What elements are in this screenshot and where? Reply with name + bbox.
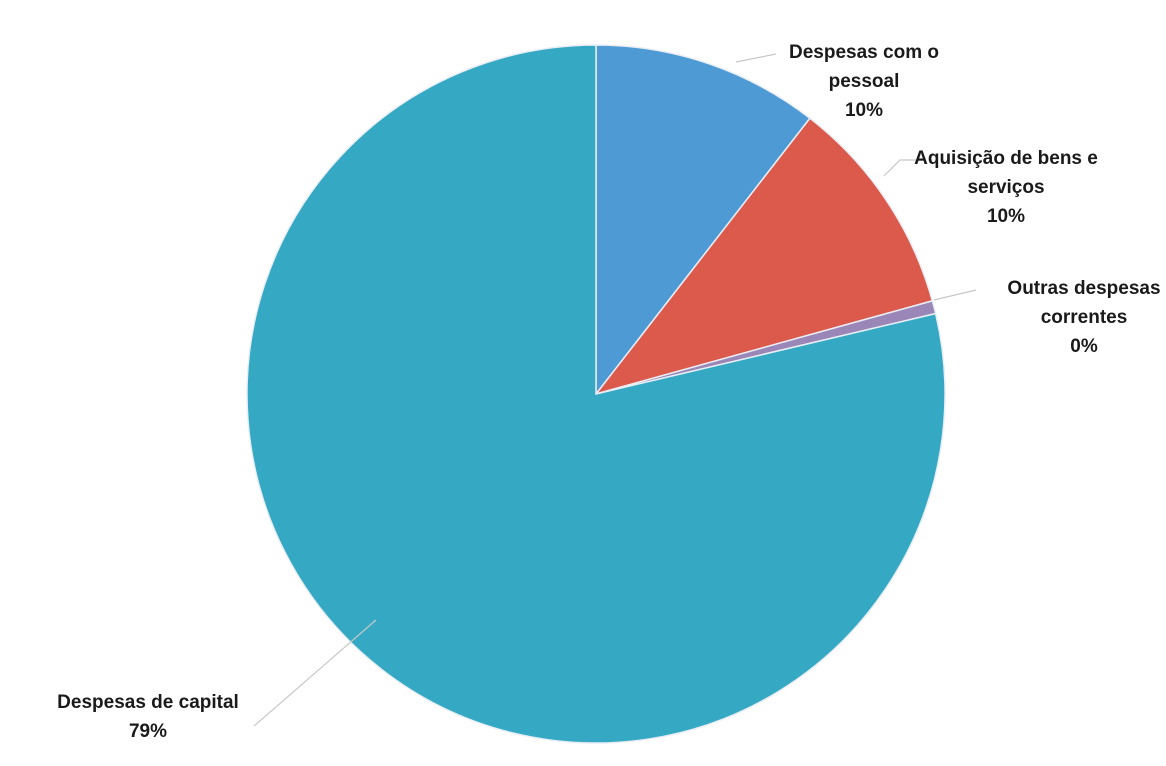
pie-slice (595, 44, 811, 397)
data-label-percent: 10% (987, 206, 1025, 227)
data-label-category: Outras despesas (1007, 278, 1160, 299)
data-labels-layer: Despesas com o pessoal 10%Aquisição de ben… (57, 42, 1160, 742)
leader-line (883, 159, 924, 177)
data-label-percent: 0% (1070, 336, 1098, 357)
data-label-category: Despesas com o (789, 42, 939, 63)
slices-layer (246, 44, 946, 744)
data-label-category: serviços (967, 177, 1044, 198)
data-label: Aquisição de bens e serviços 10% (914, 148, 1098, 227)
leader-lines-layer (253, 53, 977, 727)
data-label-percent: 10% (845, 100, 883, 121)
pie-slice (246, 44, 946, 744)
data-label-category: pessoal (829, 71, 900, 92)
data-label-percent: 79% (129, 721, 167, 742)
data-label-category: Despesas de capital (57, 692, 239, 713)
leader-line (933, 289, 977, 301)
data-label: Despesas de capital 79% (57, 692, 239, 742)
data-label-category: correntes (1041, 307, 1128, 328)
data-label-category: Aquisição de bens e (914, 148, 1098, 169)
data-label: Despesas com o pessoal 10% (789, 42, 939, 121)
data-label: Outras despesas correntes 0% (1007, 278, 1160, 357)
leader-line (735, 53, 777, 63)
pie-slice (594, 117, 934, 396)
leader-line (253, 619, 377, 727)
